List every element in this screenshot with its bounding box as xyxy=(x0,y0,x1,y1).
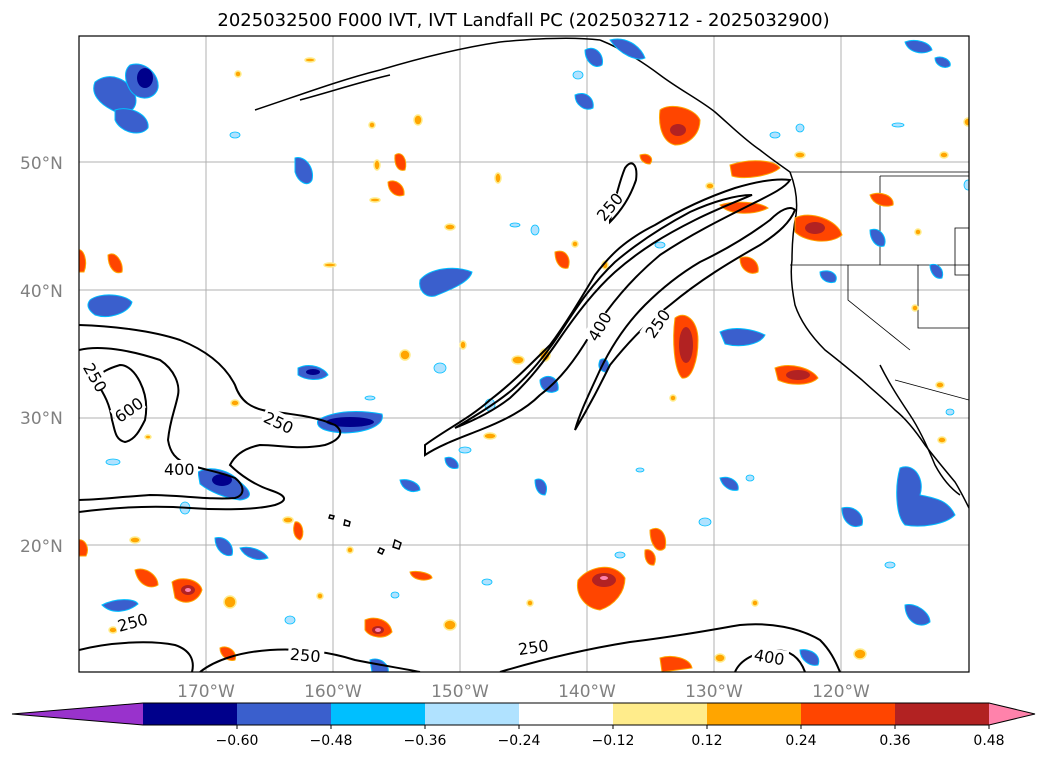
colorbar-tick-label: −0.48 xyxy=(310,733,353,749)
lon-label: 130°W xyxy=(685,682,743,702)
colorbar-extend-max xyxy=(989,703,1035,725)
lat-label: 30°N xyxy=(20,409,63,429)
colorbar-segment xyxy=(425,703,520,725)
colorbar-segment xyxy=(143,703,238,725)
colorbar-tick-label: −0.12 xyxy=(592,733,635,749)
colorbar-tick-label: 0.48 xyxy=(973,733,1004,749)
weak-positive-anomalies xyxy=(108,57,969,663)
weak-negative-anomalies xyxy=(105,70,969,625)
map-border xyxy=(78,35,970,673)
longitude-labels: 170°W 160°W 150°W 140°W 130°W 120°W xyxy=(177,682,870,702)
map-panel xyxy=(79,36,969,672)
colorbar-segment xyxy=(519,703,614,725)
colorbar-tick-label: 0.24 xyxy=(785,733,816,749)
contour-label: 250 xyxy=(289,645,321,667)
colorbar-outline xyxy=(11,702,1036,726)
lon-label: 120°W xyxy=(812,682,870,702)
contour-label: 250 xyxy=(517,636,550,659)
colorbar-segment xyxy=(895,703,990,725)
lon-label: 160°W xyxy=(304,682,362,702)
colorbar-extend-min xyxy=(12,703,143,725)
colorbar-segment xyxy=(331,703,426,725)
negative-pc-anomalies xyxy=(87,38,956,672)
lat-label: 40°N xyxy=(20,282,63,302)
colorbar-segment xyxy=(801,703,896,725)
colorbar-segment xyxy=(707,703,802,725)
lon-label: 150°W xyxy=(431,682,489,702)
lat-label: 20°N xyxy=(20,537,63,557)
colorbar-tick-label: −0.36 xyxy=(404,733,447,749)
colorbar-tick-label: −0.24 xyxy=(498,733,541,749)
colorbar-segment xyxy=(613,703,708,725)
colorbar-tick-label: 0.12 xyxy=(691,733,722,749)
colorbar-tick-label: −0.60 xyxy=(216,733,259,749)
lon-label: 170°W xyxy=(177,682,235,702)
positive-pc-anomalies xyxy=(79,105,894,672)
contour-label: 400 xyxy=(164,460,195,479)
map-title: 2025032500 F000 IVT, IVT Landfall PC (20… xyxy=(217,10,830,31)
colorbar-tick-label: 0.36 xyxy=(879,733,910,749)
lon-label: 140°W xyxy=(558,682,616,702)
colorbar: −0.60 −0.48 −0.36 −0.24 −0.12 0.12 0.24 0.36 0.4… xyxy=(11,702,1036,749)
state-borders xyxy=(790,171,969,401)
lat-label: 50°N xyxy=(20,154,63,174)
latitude-labels: 50°N 40°N 30°N 20°N xyxy=(20,154,63,557)
colorbar-segment xyxy=(237,703,332,725)
coastline xyxy=(254,37,969,556)
